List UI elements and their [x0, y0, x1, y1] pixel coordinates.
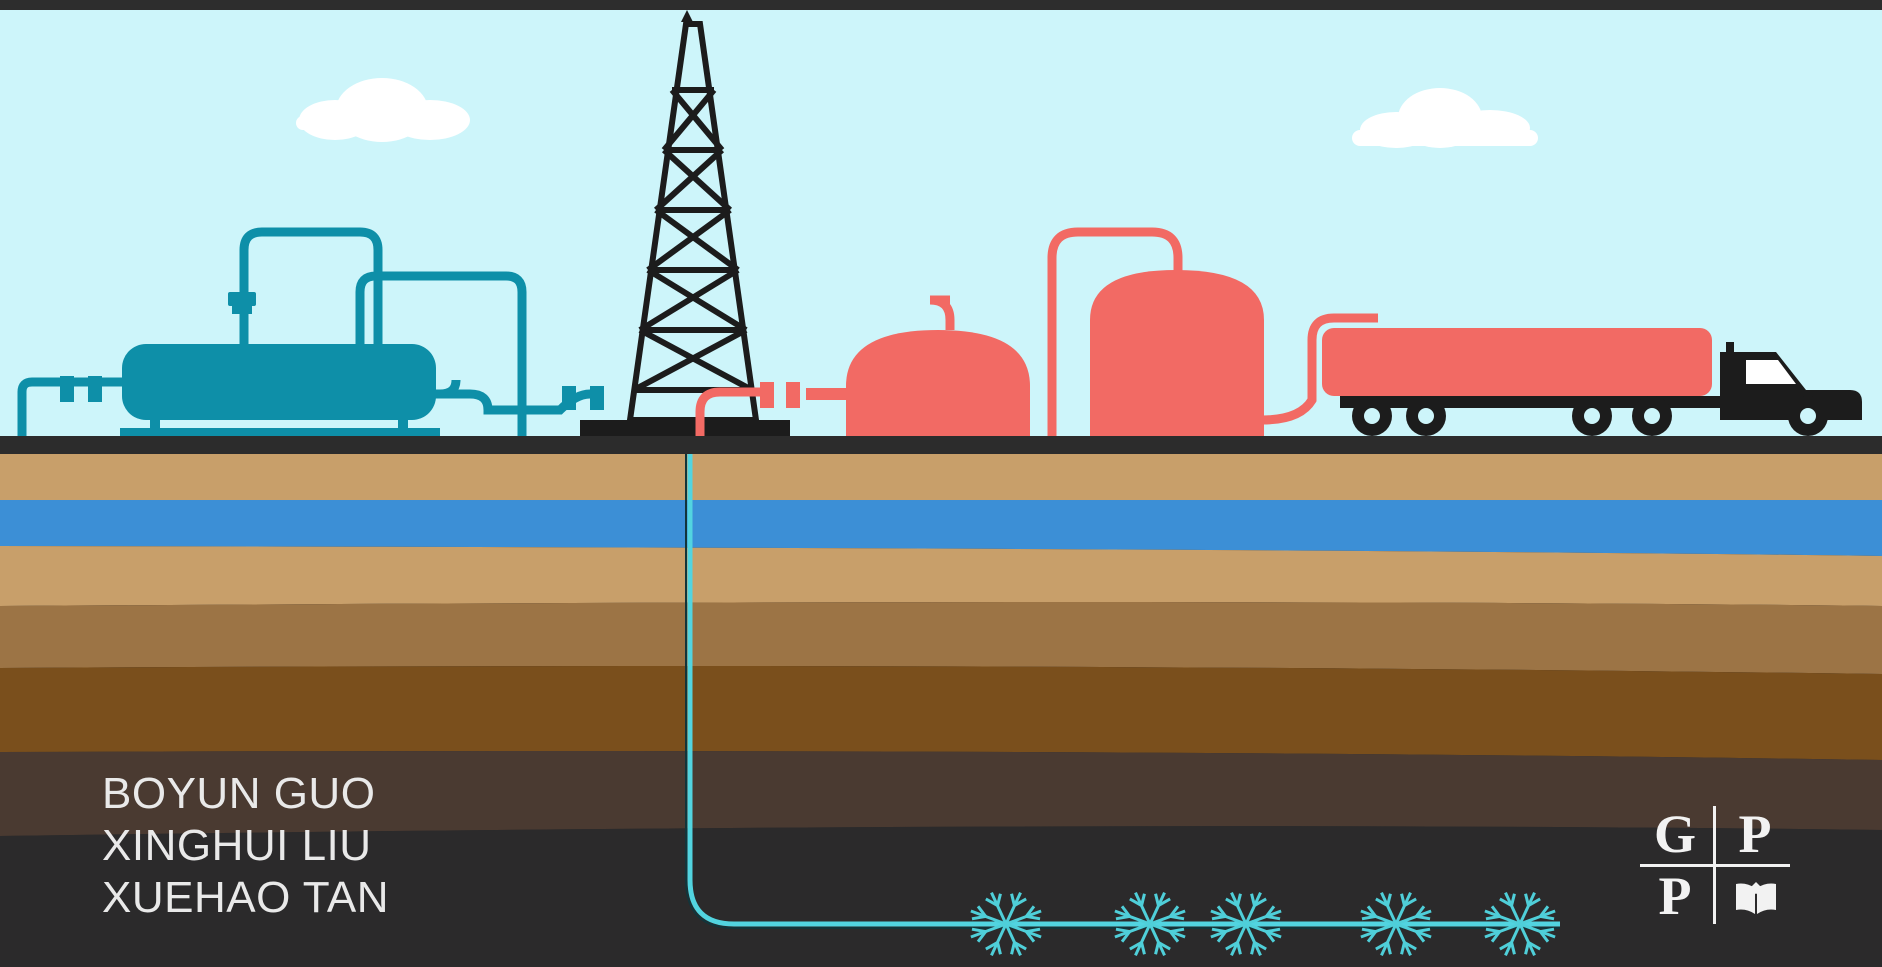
teal-separator — [17, 227, 591, 436]
author-list: BOYUN GUO XINGHUI LIU XUEHAO TAN — [102, 768, 389, 924]
derrick-base — [580, 420, 790, 436]
wellbore-shadow — [685, 454, 1560, 929]
logo-letter: P — [1658, 866, 1692, 926]
red-tanks — [760, 270, 1264, 436]
tanker-truck — [1322, 328, 1862, 436]
fracture-star — [1114, 891, 1186, 957]
cloud-left — [296, 78, 470, 142]
ground-surface — [0, 436, 1882, 454]
teal-vessels — [60, 292, 604, 436]
fracture-star — [970, 891, 1042, 957]
author-name: BOYUN GUO — [102, 769, 376, 818]
book-icon — [1736, 882, 1776, 914]
stratum-sand-top — [0, 454, 1882, 500]
stratum-sand-lower — [0, 546, 1882, 606]
stratum-shale — [0, 666, 1882, 760]
derrick-top — [681, 10, 693, 22]
top-border — [0, 0, 1882, 10]
cloud-right — [1352, 88, 1538, 148]
fracture-star — [1210, 891, 1282, 957]
author-name: XUEHAO TAN — [102, 873, 389, 922]
logo-letter: P — [1738, 804, 1772, 864]
logo-divider-horizontal — [1640, 864, 1790, 867]
stratum-clay — [0, 602, 1882, 674]
publisher-logo: G P P — [1636, 806, 1792, 926]
fracture-star — [1484, 891, 1556, 957]
stratum-water — [0, 500, 1882, 556]
stratum-reservoir — [0, 826, 1882, 967]
wellbore — [687, 454, 1560, 927]
stratum-mudstone — [0, 751, 1882, 836]
logo-letter: G — [1653, 804, 1696, 864]
fracture-network — [970, 891, 1556, 957]
red-pipes — [695, 227, 1378, 436]
author-name: XINGHUI LIU — [102, 821, 372, 870]
fracture-star — [1360, 891, 1432, 957]
